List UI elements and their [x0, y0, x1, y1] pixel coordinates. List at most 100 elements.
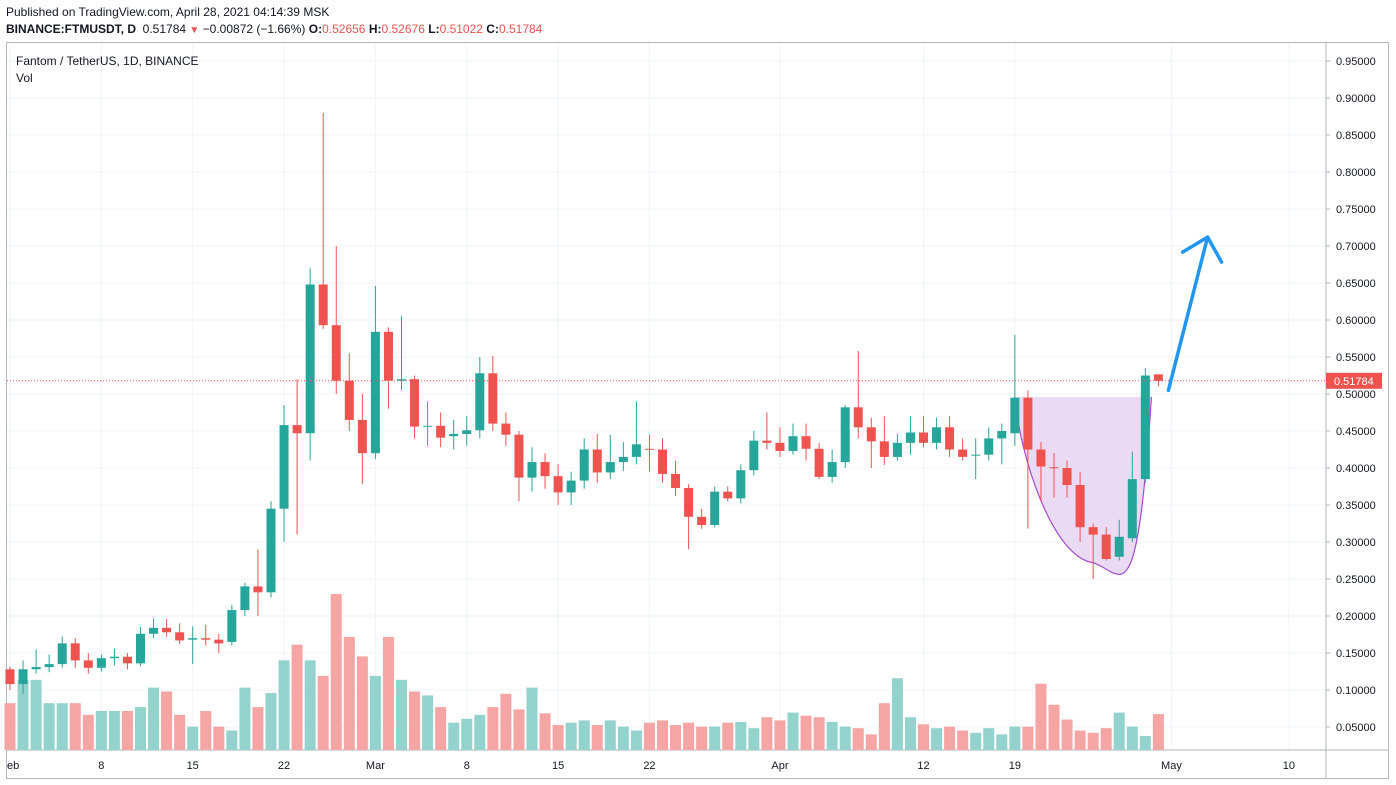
candle-body — [566, 480, 576, 493]
candle-body — [997, 431, 1007, 439]
candle-body — [801, 436, 811, 449]
volume-bar — [852, 728, 864, 750]
candle-body — [331, 325, 341, 381]
volume-bar — [983, 728, 995, 750]
candle-body — [984, 438, 994, 455]
volume-bar — [800, 715, 812, 750]
candle-body — [814, 448, 824, 477]
candle-body — [788, 436, 798, 451]
volume-bar — [121, 711, 133, 750]
volume-bar — [1009, 726, 1021, 750]
candle-body — [553, 476, 563, 493]
volume-bar — [135, 707, 146, 750]
volume-bar — [539, 713, 551, 750]
open-label: O: — [308, 22, 323, 36]
volume-bar — [891, 678, 903, 750]
candle-body — [410, 379, 420, 427]
volume-bar — [813, 717, 825, 750]
candle-body — [527, 462, 537, 478]
candle-body — [853, 407, 863, 428]
x-tick-label: May — [1161, 760, 1182, 772]
high-value: 0.52676 — [381, 22, 425, 36]
candle-body — [1101, 534, 1111, 560]
candle-body — [723, 491, 733, 499]
y-tick-label: 0.85000 — [1336, 130, 1376, 142]
volume-bar — [839, 726, 851, 750]
volume-bars — [4, 594, 1164, 750]
y-tick-label: 0.80000 — [1336, 167, 1376, 179]
candle-body — [57, 643, 67, 665]
volume-bar — [291, 644, 303, 750]
volume-bar — [1035, 683, 1047, 750]
candle-body — [514, 434, 524, 478]
y-tick-label: 0.95000 — [1336, 56, 1376, 68]
volume-bar — [865, 734, 877, 750]
volume-bar — [578, 720, 590, 750]
x-tick-label: 8 — [464, 760, 470, 772]
candle-body — [383, 331, 393, 381]
candle-body — [501, 423, 511, 435]
x-tick-label: Apr — [771, 760, 788, 772]
volume-bar — [774, 720, 786, 750]
volume-bar — [513, 709, 525, 750]
published-info: Published on TradingView.com, April 28, … — [6, 5, 330, 19]
volume-bar — [683, 722, 695, 750]
candle-body — [253, 586, 263, 593]
x-tick-label: 12 — [917, 760, 929, 772]
candle-body — [1062, 468, 1072, 486]
candle-body — [749, 440, 759, 471]
price-tag — [1326, 372, 1382, 389]
volume-bar — [187, 726, 199, 750]
volume-bar — [787, 712, 799, 750]
y-tick-label: 0.30000 — [1336, 537, 1376, 549]
x-tick-label: eb — [7, 760, 19, 772]
candle-body — [1010, 397, 1020, 434]
candle-body — [605, 462, 615, 473]
price-axis: 0.95000 0.90000 0.85000 0.80000 0.75000 0.700… — [1326, 56, 1382, 734]
candle-body — [188, 638, 198, 640]
y-tick-label: 0.15000 — [1336, 648, 1376, 660]
candle-body — [122, 656, 132, 664]
volume-bar — [161, 691, 173, 750]
candle-body — [618, 456, 628, 463]
close-value: 0.51784 — [498, 22, 543, 36]
volume-bar — [409, 691, 421, 750]
y-tick-label: 0.70000 — [1336, 241, 1376, 253]
cup-outline — [1014, 396, 1153, 575]
x-tick-label: Mar — [366, 760, 385, 772]
candle-body — [631, 444, 641, 457]
candle-body — [1036, 449, 1046, 467]
x-tick-label: 8 — [98, 760, 104, 772]
volume-bar — [461, 718, 473, 750]
candle-body — [1153, 374, 1163, 381]
candle-body — [227, 610, 237, 642]
volume-bar — [552, 725, 564, 750]
volume-bar — [239, 687, 251, 750]
volume-bar — [448, 722, 460, 750]
candle-body — [397, 379, 406, 381]
volume-bar — [1074, 730, 1086, 750]
volume-bar — [82, 714, 94, 750]
chart-frame — [6, 42, 1389, 779]
x-tick-label: 15 — [187, 760, 199, 772]
time-axis: eb 8 15 22 Mar 8 15 22 Apr 12 19 May 10 — [7, 760, 1295, 772]
volume-bar — [735, 721, 747, 750]
y-tick-label: 0.55000 — [1336, 352, 1376, 364]
volume-bar — [396, 679, 407, 750]
y-tick-label: 0.45000 — [1336, 426, 1376, 438]
candle-body — [840, 407, 850, 463]
volume-bar — [826, 721, 838, 750]
annotations — [7, 235, 1326, 393]
close-label: C: — [486, 22, 499, 36]
candle-body — [344, 380, 354, 420]
candle-body — [671, 473, 681, 488]
candle-body — [932, 427, 942, 443]
candle-body — [958, 449, 968, 457]
y-tick-label: 0.50000 — [1336, 389, 1376, 401]
volume-bar — [722, 722, 734, 750]
candle-body — [436, 425, 446, 438]
candle-body — [5, 669, 15, 685]
candle-body — [305, 284, 315, 434]
candle-body — [579, 449, 589, 481]
